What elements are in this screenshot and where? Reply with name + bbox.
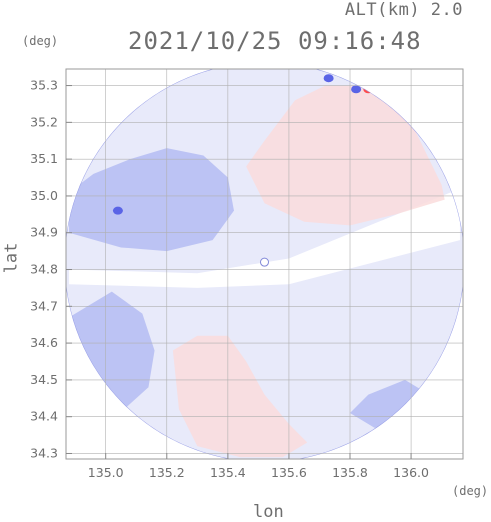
y-tick-label: 34.6 [30, 335, 58, 350]
velocity-region-south-away [172, 335, 308, 458]
y-tick-label: 35.3 [30, 78, 58, 93]
plot-frame [65, 68, 464, 460]
x-tick-label: 135.8 [332, 465, 368, 480]
strong-echo-1 [351, 85, 362, 94]
y-tick-label: 34.8 [30, 262, 58, 277]
velocity-region-northeast-away [246, 85, 445, 226]
radar-site-marker [260, 257, 269, 267]
strong-echo-0 [323, 74, 334, 83]
zero-velocity-band [69, 188, 460, 288]
x-axis-title: lon [253, 502, 284, 522]
axis-ticks: 135.0 135.2 135.4 135.6 135.8 136.0 35.3 35.2 35… [30, 78, 429, 480]
y-tick-label: 35.1 [30, 151, 58, 166]
x-axis-unit: (deg) [452, 484, 489, 498]
y-axis-unit: (deg) [22, 34, 59, 48]
velocity-region-northwest-toward [69, 148, 234, 252]
x-tick-label: 136.0 [393, 465, 429, 480]
y-axis-title: lat [1, 242, 22, 274]
strong-echo-3 [112, 206, 123, 215]
y-tick-label: 34.9 [30, 225, 58, 240]
y-tick-label: 34.4 [30, 409, 58, 424]
y-tick-label: 35.2 [30, 114, 58, 129]
x-tick-label: 135.0 [88, 465, 124, 480]
y-tick-label: 34.7 [30, 298, 58, 313]
timestamp-label: 2021/10/25 09:16:48 [128, 27, 422, 55]
y-tick-label: 34.5 [30, 372, 58, 387]
y-tick-label: 34.3 [30, 445, 58, 460]
x-tick-label: 135.2 [149, 465, 185, 480]
y-tick-label: 35.0 [30, 188, 58, 203]
grid [66, 69, 463, 459]
altitude-label: ALT(km) 2.0 [344, 0, 463, 20]
x-tick-label: 135.4 [210, 465, 246, 480]
x-tick-label: 135.6 [271, 465, 307, 480]
